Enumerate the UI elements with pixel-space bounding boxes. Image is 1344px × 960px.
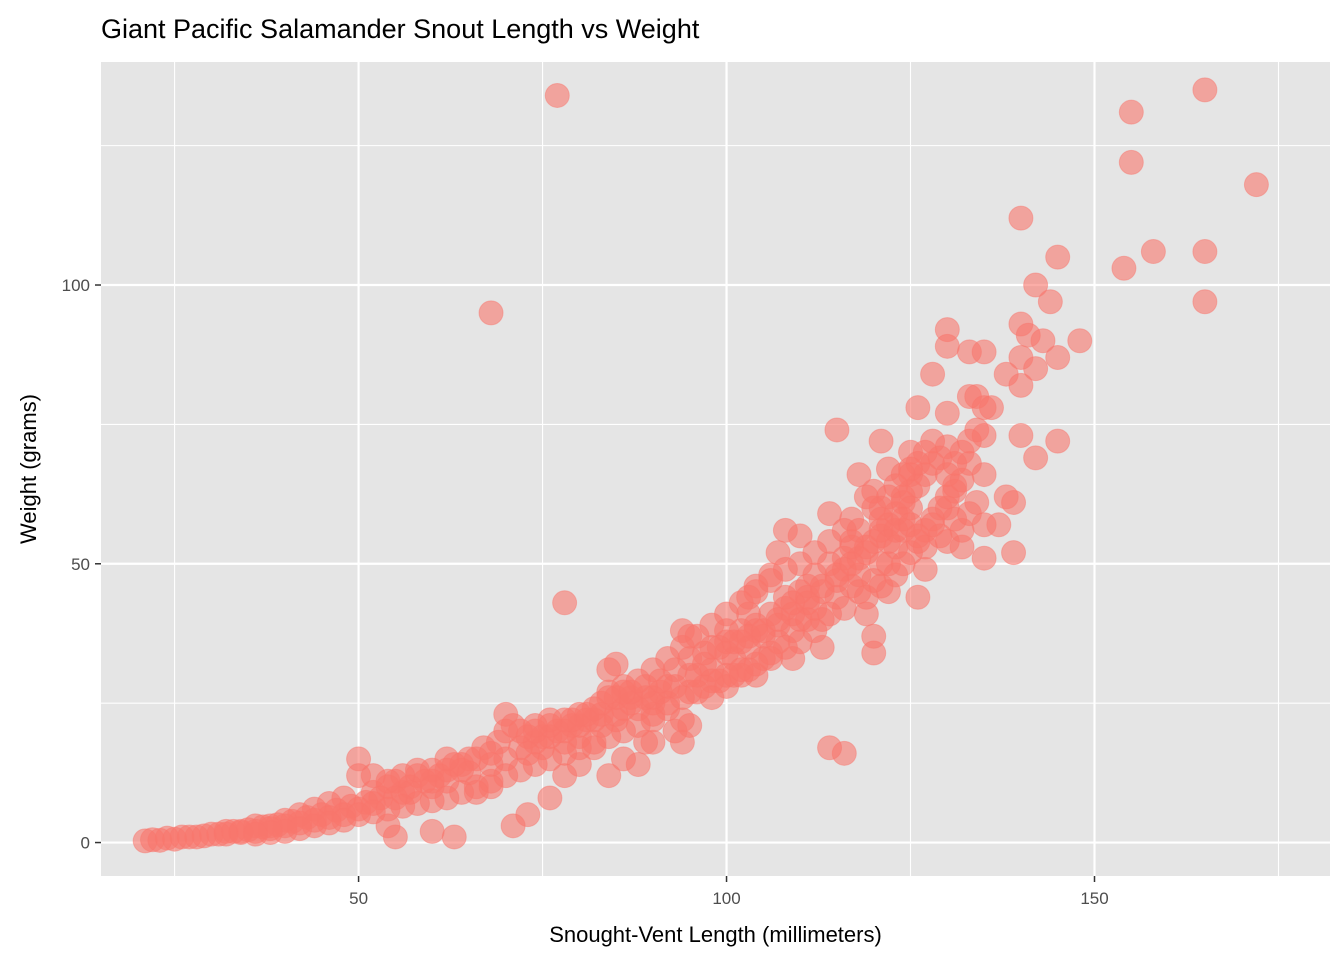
data-point: [964, 417, 990, 443]
data-point: [1023, 445, 1049, 471]
data-point: [971, 462, 997, 488]
data-point: [1001, 540, 1027, 566]
y-axis: 0 50 100: [62, 276, 101, 853]
data-point: [964, 489, 990, 515]
y-tick-label: 100: [62, 276, 90, 295]
data-points: [132, 77, 1269, 854]
y-tick-label: 0: [81, 834, 90, 853]
data-point: [824, 417, 850, 443]
data-point: [213, 821, 239, 847]
data-point: [463, 779, 489, 805]
y-tick-label: 50: [71, 555, 90, 574]
data-point: [787, 523, 813, 549]
data-point: [1008, 372, 1034, 398]
data-point: [1111, 255, 1137, 281]
plot-panel: [101, 62, 1330, 876]
data-point: [817, 601, 843, 627]
data-point: [1140, 239, 1166, 265]
data-point: [817, 735, 843, 761]
data-point: [544, 82, 570, 108]
x-axis: 50 100 150: [349, 876, 1109, 908]
data-point: [515, 802, 541, 828]
data-point: [1023, 356, 1049, 382]
data-point: [934, 400, 960, 426]
data-point: [905, 395, 931, 421]
data-point: [971, 339, 997, 365]
data-point: [1192, 289, 1218, 315]
data-point: [1045, 344, 1071, 370]
data-point: [507, 718, 533, 744]
data-point: [978, 395, 1004, 421]
y-axis-title: Weight (grams): [16, 394, 41, 544]
x-axis-title: Snought-Vent Length (millimeters): [549, 922, 882, 947]
data-point: [1045, 244, 1071, 270]
data-point: [419, 818, 445, 844]
data-point: [677, 712, 703, 738]
data-point: [625, 751, 651, 777]
major-gridlines: [101, 62, 1330, 876]
data-point: [1045, 428, 1071, 454]
data-point: [868, 428, 894, 454]
data-point: [243, 821, 269, 847]
data-point: [1001, 489, 1027, 515]
data-point: [1118, 99, 1144, 125]
data-point: [1192, 77, 1218, 103]
x-tick-label: 100: [712, 889, 740, 908]
data-point: [765, 607, 791, 633]
data-point: [971, 545, 997, 571]
data-point: [905, 584, 931, 610]
data-point: [360, 763, 386, 789]
data-point: [861, 640, 887, 666]
data-point: [1015, 322, 1041, 348]
data-point: [1192, 239, 1218, 265]
data-point: [1008, 205, 1034, 231]
data-point: [552, 590, 578, 616]
data-point: [1023, 272, 1049, 298]
data-point: [1008, 423, 1034, 449]
data-point: [478, 300, 504, 326]
data-point: [846, 462, 872, 488]
data-point: [1037, 289, 1063, 315]
data-point: [434, 746, 460, 772]
data-point: [934, 333, 960, 359]
data-point: [920, 361, 946, 387]
data-point: [1067, 328, 1093, 354]
data-point: [596, 763, 622, 789]
data-point: [846, 579, 872, 605]
data-point: [1243, 172, 1269, 198]
data-point: [441, 824, 467, 850]
data-point: [537, 785, 563, 811]
data-point: [986, 512, 1012, 538]
data-point: [853, 484, 879, 510]
x-tick-label: 150: [1080, 889, 1108, 908]
chart-title: Giant Pacific Salamander Snout Length vs…: [101, 14, 700, 44]
data-point: [1118, 149, 1144, 175]
x-tick-label: 50: [349, 889, 368, 908]
